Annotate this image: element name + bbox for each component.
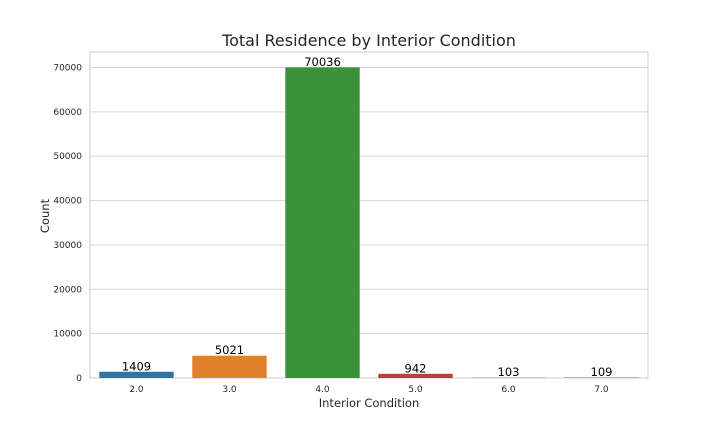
y-tick-label: 0	[76, 374, 82, 384]
plot-frame	[89, 51, 649, 379]
y-tick-label: 30000	[53, 241, 82, 251]
bar-value-label: 70036	[304, 55, 341, 69]
y-axis-label: Count	[38, 198, 52, 233]
bar-value-labels: 1409 5021 70036 942 103 109	[122, 55, 613, 379]
y-tick-label: 70000	[53, 64, 82, 74]
x-axis-label: Interior Condition	[319, 396, 420, 410]
bar-value-label: 942	[405, 361, 427, 375]
y-tick-label: 10000	[53, 330, 82, 340]
bars	[99, 67, 639, 378]
x-tick-label: 5.0	[408, 385, 423, 395]
bar-3-0	[192, 355, 267, 378]
grid-lines	[90, 67, 648, 379]
bar-4-0	[285, 67, 360, 378]
y-axis-ticks: 0 10000 20000 30000 40000 50000 60000 70000	[53, 64, 82, 384]
bar-value-label: 1409	[122, 359, 151, 373]
y-tick-label: 40000	[53, 197, 82, 207]
bar-value-label: 109	[591, 365, 613, 379]
bar-value-label: 5021	[215, 343, 244, 357]
x-tick-label: 3.0	[222, 385, 237, 395]
y-tick-label: 50000	[53, 152, 82, 162]
chart-title: Total Residence by Interior Condition	[221, 31, 516, 50]
x-tick-label: 4.0	[315, 385, 330, 395]
bar-value-label: 103	[498, 365, 520, 379]
y-tick-label: 60000	[53, 108, 82, 118]
bar-5-0	[378, 373, 453, 378]
x-tick-label: 2.0	[129, 385, 144, 395]
x-axis-ticks: 2.0 3.0 4.0 5.0 6.0 7.0	[129, 385, 609, 395]
bar-2-0	[99, 371, 174, 378]
y-tick-label: 20000	[53, 285, 82, 295]
x-tick-label: 6.0	[501, 385, 516, 395]
x-tick-label: 7.0	[594, 385, 609, 395]
